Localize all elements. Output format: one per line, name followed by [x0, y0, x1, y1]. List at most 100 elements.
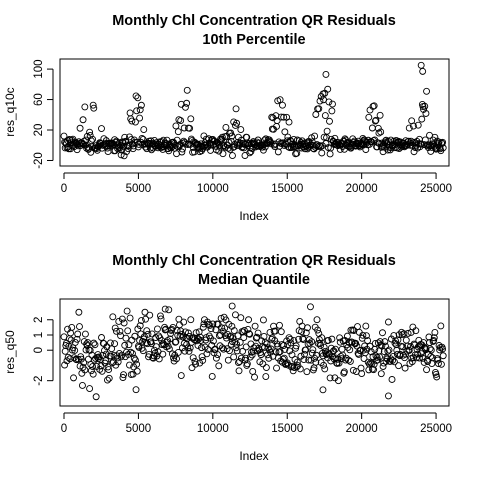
y-axis-q10: -20 20 60 100 [33, 59, 54, 169]
data-point [245, 316, 253, 324]
x-axis-q50: 0 5000 10000 15000 20000 25000 [61, 412, 452, 435]
data-point [237, 126, 245, 134]
data-point [143, 327, 151, 335]
data-point [180, 124, 188, 132]
data-point [417, 61, 425, 69]
data-point [214, 320, 222, 328]
data-point [161, 323, 169, 331]
data-point [73, 146, 81, 154]
data-point [304, 324, 311, 332]
data-point [302, 329, 310, 337]
data-point [268, 113, 276, 121]
x-axis-q10: 0 5000 10000 15000 20000 25000 [61, 172, 452, 195]
data-point [136, 114, 144, 122]
data-point [376, 353, 383, 361]
data-point [123, 307, 131, 315]
data-point [375, 129, 383, 137]
data-point [184, 344, 192, 352]
data-point [183, 86, 191, 94]
data-point [181, 328, 189, 336]
data-point [419, 354, 427, 362]
data-point [289, 367, 297, 375]
data-point [197, 337, 205, 344]
scatter-points-q10 [60, 61, 447, 160]
data-point [402, 137, 410, 145]
data-point [312, 351, 320, 359]
y-tick-label: 0 [33, 347, 45, 353]
data-point [342, 354, 350, 362]
data-point [324, 144, 332, 152]
data-point [326, 117, 333, 125]
data-point [98, 125, 105, 133]
data-point [424, 358, 432, 365]
data-point [120, 319, 128, 327]
data-point [265, 354, 273, 362]
data-point [345, 356, 353, 364]
data-point [79, 116, 87, 124]
data-point [177, 117, 185, 125]
data-point [365, 360, 373, 368]
data-point [376, 111, 384, 119]
data-point [191, 358, 199, 365]
data-point [259, 360, 267, 368]
y-tick-label: 20 [33, 124, 45, 137]
data-point [276, 321, 283, 329]
data-point [131, 118, 139, 126]
data-point [146, 311, 154, 319]
data-point [412, 354, 420, 362]
data-point [215, 362, 223, 370]
data-point [121, 133, 129, 141]
data-point [246, 330, 254, 338]
data-point [229, 152, 236, 160]
x-tick-label: 0 [61, 183, 67, 195]
data-point [430, 334, 438, 342]
data-point [439, 352, 447, 360]
data-point [326, 374, 334, 382]
data-point [262, 373, 270, 380]
data-point [151, 346, 158, 354]
data-point [122, 334, 130, 342]
data-point [315, 105, 323, 113]
data-point [362, 322, 370, 330]
data-point [389, 356, 397, 364]
data-point [207, 325, 215, 333]
data-point [281, 128, 289, 136]
data-point [246, 353, 254, 361]
data-point [86, 128, 94, 136]
data-point [421, 344, 429, 352]
data-point [405, 347, 413, 354]
data-point [89, 363, 97, 371]
data-point [367, 348, 375, 356]
data-point [314, 326, 322, 334]
data-point [112, 327, 120, 335]
data-point [377, 370, 385, 378]
y-tick-label: 100 [33, 59, 45, 78]
data-point [305, 336, 313, 344]
data-point [89, 135, 97, 143]
data-point [285, 118, 293, 126]
data-point [199, 356, 207, 364]
data-point [327, 344, 335, 352]
data-point [316, 97, 324, 105]
data-point [139, 347, 147, 355]
data-point [309, 346, 317, 354]
data-point [223, 345, 231, 353]
data-point [221, 324, 229, 332]
data-point [439, 144, 447, 152]
data-point [379, 329, 386, 337]
data-point [318, 334, 326, 342]
data-point [177, 372, 185, 379]
data-point [321, 112, 329, 119]
data-point [217, 331, 225, 339]
data-point [384, 347, 392, 355]
data-point [385, 318, 392, 326]
data-point [228, 132, 236, 140]
data-point [418, 115, 426, 123]
data-point [209, 337, 217, 345]
data-point [315, 329, 323, 337]
data-point [189, 354, 197, 362]
data-point [334, 377, 342, 385]
data-point [81, 330, 89, 338]
data-point [262, 364, 270, 371]
data-point [82, 136, 90, 144]
